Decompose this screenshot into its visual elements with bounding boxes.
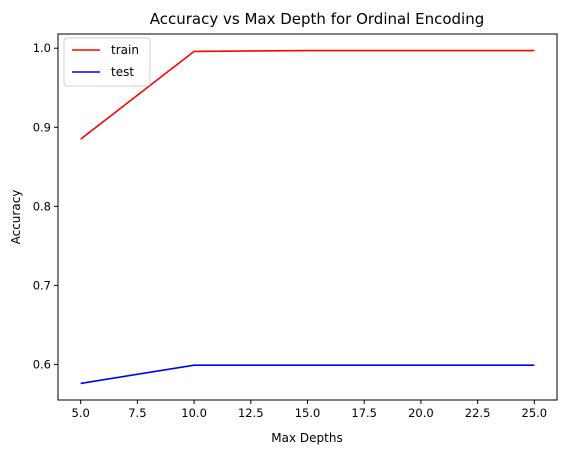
y-tick-label: 1.0 <box>33 41 51 55</box>
y-tick-label: 0.8 <box>33 199 51 213</box>
x-tick-label: 10.0 <box>181 406 207 420</box>
y-axis-ticks: 0.6 0.7 0.8 0.9 1.0 <box>33 41 58 371</box>
x-tick-label: 15.0 <box>295 406 321 420</box>
y-axis-label: Accuracy <box>9 190 23 245</box>
plot-frame <box>57 33 558 401</box>
x-tick-label: 5.0 <box>72 406 90 420</box>
series-layer <box>80 49 535 385</box>
x-axis-ticks: 5.0 7.5 10.0 12.5 15.0 17.5 20.0 22.5 25.0 <box>72 400 548 420</box>
plot-area <box>57 33 558 401</box>
y-tick-label: 0.6 <box>33 357 51 371</box>
x-axis-label: Max Depths <box>271 431 342 445</box>
x-tick-label: 17.5 <box>351 406 377 420</box>
y-tick-label: 0.9 <box>33 120 51 134</box>
x-tick-label: 22.5 <box>465 406 491 420</box>
legend: train test <box>63 37 151 87</box>
series-line-test <box>80 364 535 385</box>
x-tick-label: 25.0 <box>522 406 548 420</box>
x-tick-label: 20.0 <box>408 406 434 420</box>
y-tick-label: 0.7 <box>33 278 51 292</box>
legend-label-test: test <box>111 65 134 79</box>
x-tick-label: 7.5 <box>128 406 146 420</box>
series-line-train <box>80 49 535 140</box>
legend-label-train: train <box>111 43 139 57</box>
x-tick-label: 12.5 <box>238 406 264 420</box>
chart-title: Accuracy vs Max Depth for Ordinal Encodi… <box>150 10 485 28</box>
